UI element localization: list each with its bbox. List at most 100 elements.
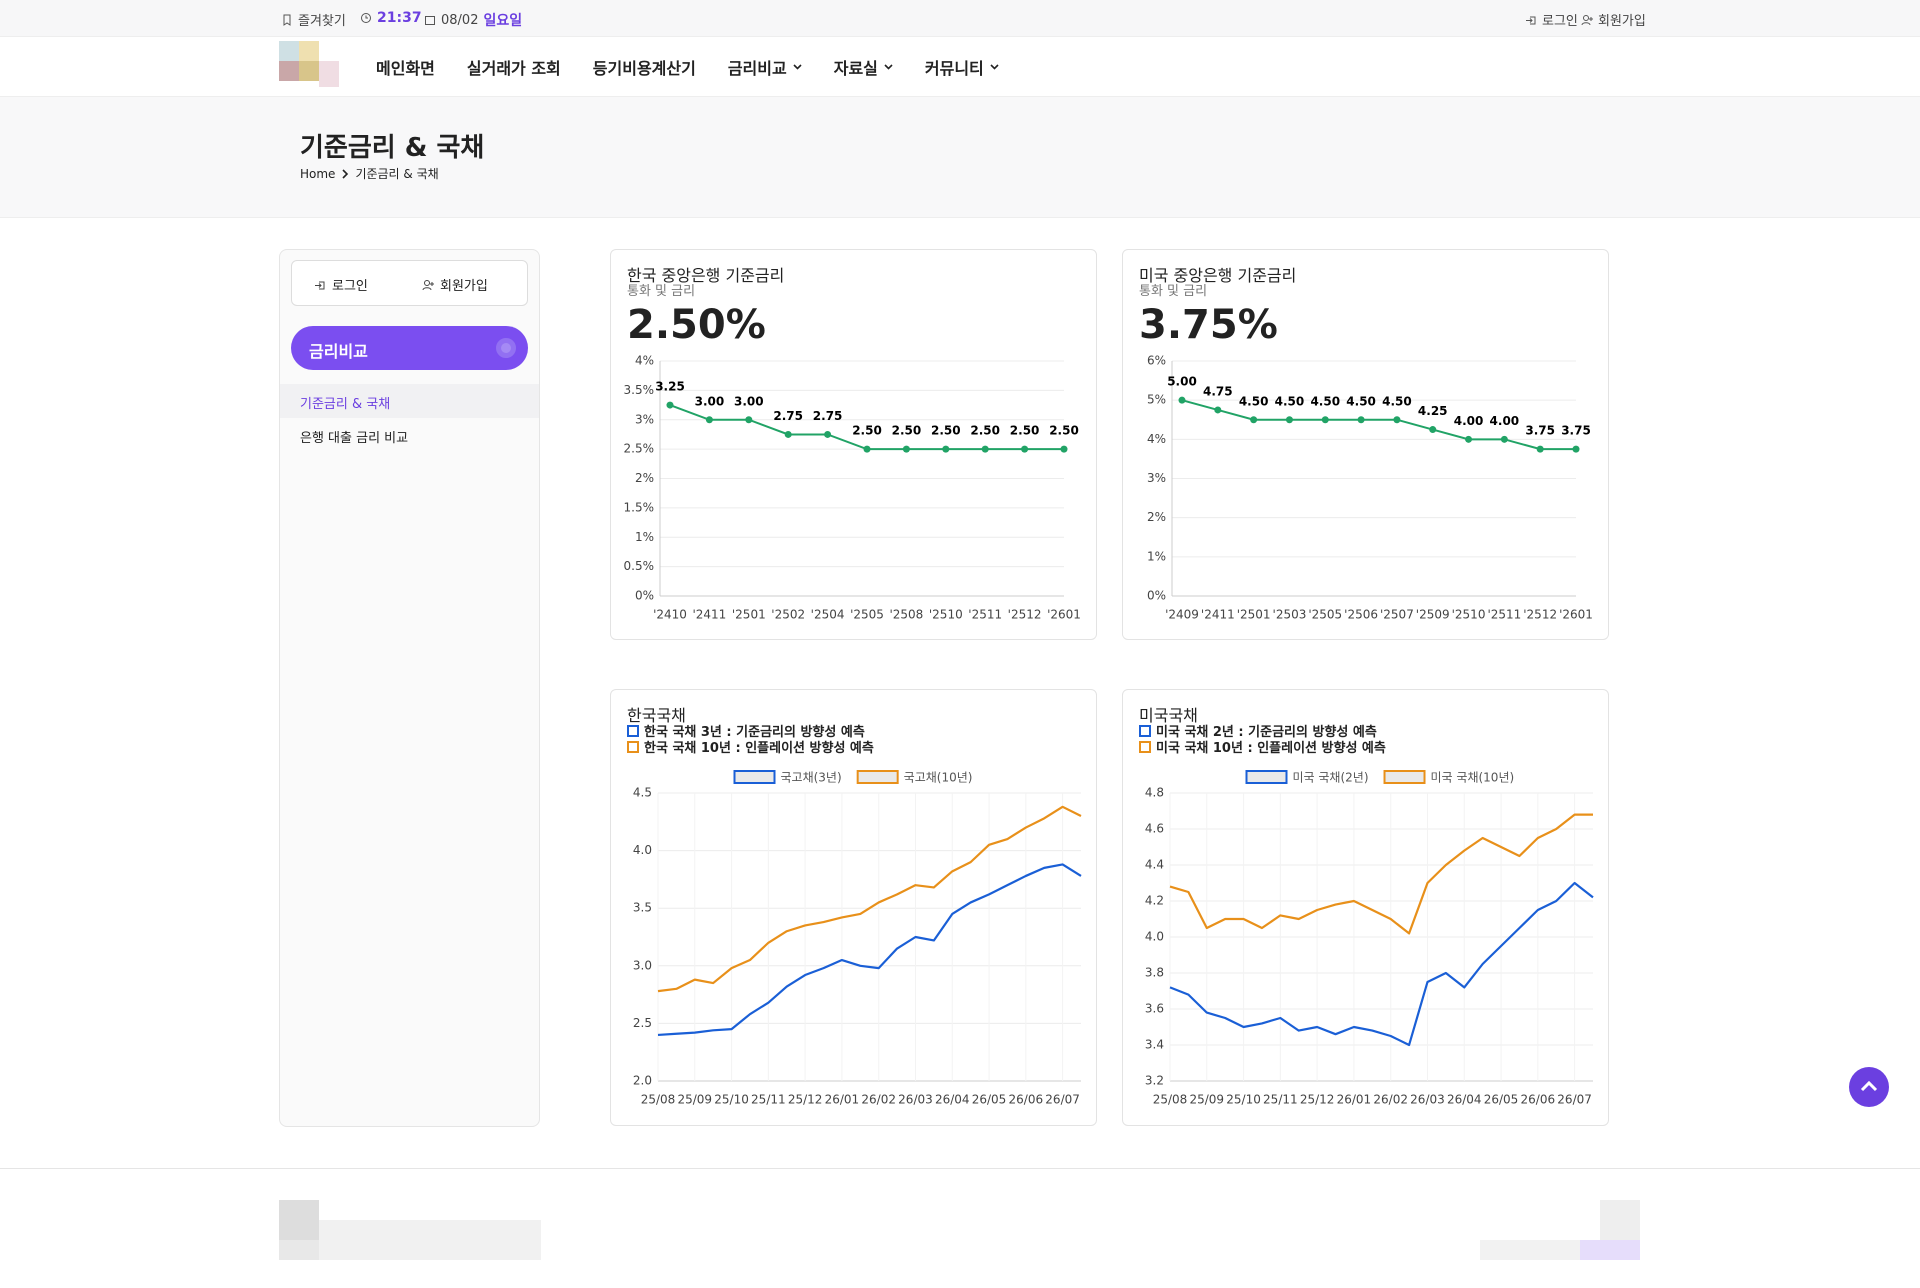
- crumb-arrow: [342, 168, 349, 179]
- chart-title: 미국 중앙은행 기준금리: [1139, 266, 1297, 285]
- side-link[interactable]: 은행 대출 금리 비교: [300, 431, 409, 446]
- page-title: 기준금리 & 국채: [300, 133, 485, 163]
- y-tick-label: 5%: [1147, 393, 1166, 407]
- clock: 21:37: [360, 10, 422, 26]
- weekday: 일요일: [483, 13, 523, 29]
- data-label: 2.50: [970, 424, 1000, 438]
- crumb-current: 기준금리 & 국채: [355, 167, 439, 181]
- legend-label: 미국 국채(10년): [1431, 771, 1515, 785]
- x-tick-label: 26/03: [898, 1093, 933, 1107]
- annotation: 미국 국채 10년 : 인플레이션 방향성 예측: [1139, 737, 1386, 756]
- x-tick-label: 26/07: [1045, 1093, 1080, 1107]
- logo[interactable]: [279, 41, 339, 87]
- nav-item[interactable]: 메인화면: [376, 55, 435, 79]
- rate-point: [1285, 416, 1293, 424]
- time: 21:37: [377, 10, 422, 26]
- nav-item[interactable]: 금리비교: [728, 55, 802, 79]
- data-label: 4.00: [1490, 414, 1520, 428]
- crumb-home[interactable]: Home: [300, 166, 336, 181]
- data-label: 4.00: [1454, 414, 1484, 428]
- annotation: 미국 국채 2년 : 기준금리의 방향성 예측: [1139, 721, 1377, 740]
- y-tick-label: 2%: [635, 471, 654, 485]
- legend-swatch: [1383, 770, 1426, 784]
- x-tick-label: 26/01: [825, 1093, 860, 1107]
- x-tick-label: 26/06: [1009, 1093, 1044, 1107]
- chart-card: 한국 중앙은행 기준금리 통화 및 금리 2.50% 0% 0.5% 1% 1.5% 2% 2.…: [610, 249, 1097, 640]
- x-tick-label: 25/12: [1300, 1093, 1335, 1107]
- rate-point: [1021, 445, 1029, 453]
- nav-item[interactable]: 실거래가 조회: [467, 55, 561, 79]
- annotation-marker: [627, 724, 639, 737]
- side-signup[interactable]: 회원가입: [422, 275, 488, 294]
- rate-point: [902, 445, 910, 453]
- rate-point: [1178, 396, 1186, 404]
- data-label: 4.50: [1382, 394, 1412, 408]
- side-login[interactable]: 로그인: [314, 275, 368, 294]
- rate-point: [1500, 435, 1508, 443]
- section-icon: [496, 338, 516, 358]
- x-tick-label: 25/09: [677, 1093, 712, 1107]
- headline-value: 2.50%: [627, 302, 766, 348]
- date-label: 08/02: [441, 12, 479, 28]
- section-button[interactable]: 금리비교: [291, 326, 528, 370]
- y-tick-label: 3%: [635, 412, 654, 426]
- x-tick-label: '2601: [1047, 608, 1081, 622]
- bookmark-label: 즐겨찾기: [298, 14, 346, 29]
- x-tick-label: '2510: [1452, 608, 1486, 622]
- footer-logo: [279, 1200, 541, 1260]
- data-label: 5.00: [1167, 375, 1197, 389]
- series-line: [657, 805, 1082, 993]
- nav-label: 메인화면: [376, 59, 435, 78]
- data-label: 2.50: [1049, 424, 1079, 438]
- data-label: 3.00: [695, 394, 725, 408]
- x-tick-label: '2601: [1559, 608, 1593, 622]
- nav-label: 금리비교: [727, 59, 787, 78]
- y-tick-label: 2%: [1147, 510, 1166, 524]
- y-tick-label: 3.5: [633, 901, 652, 915]
- calendar-icon: [425, 16, 435, 25]
- data-label: 4.50: [1239, 394, 1269, 408]
- side-link[interactable]: 기준금리 & 국채: [280, 384, 539, 418]
- nav-item[interactable]: 커뮤니티: [925, 55, 999, 79]
- section-label: 금리비교: [309, 342, 368, 361]
- y-tick-label: 4.4: [1145, 858, 1164, 872]
- x-tick-label: 25/09: [1189, 1093, 1224, 1107]
- nav-item[interactable]: 자료실: [834, 55, 893, 79]
- breadcrumb: Home 기준금리 & 국채: [300, 165, 439, 182]
- x-tick-label: 26/02: [861, 1093, 896, 1107]
- x-tick-label: '2501: [1237, 608, 1271, 622]
- legend-swatch: [856, 770, 899, 784]
- rate-point: [784, 430, 792, 438]
- data-label: 3.00: [734, 394, 764, 408]
- login-icon: [1526, 16, 1536, 24]
- data-label: 2.75: [773, 409, 803, 423]
- y-tick-label: 2.5%: [624, 442, 655, 456]
- y-tick-label: 4%: [635, 354, 654, 368]
- page-header: 기준금리 & 국채 Home 기준금리 & 국채: [0, 97, 1920, 218]
- top-bar: 즐겨찾기 21:37 08/02 일요일 로그인 회원가입: [0, 0, 1920, 37]
- rate-point: [1214, 406, 1222, 414]
- bookmark[interactable]: 즐겨찾기: [281, 10, 346, 29]
- nav-chevron: [884, 64, 893, 70]
- signup-link[interactable]: 회원가입: [1581, 10, 1646, 29]
- x-tick-label: '2512: [1008, 608, 1042, 622]
- login-link[interactable]: 로그인: [1525, 10, 1578, 29]
- x-tick-label: 25/11: [1263, 1093, 1298, 1107]
- scroll-top-button[interactable]: [1849, 1067, 1889, 1107]
- rate-point: [1465, 435, 1473, 443]
- y-tick-label: 1%: [635, 530, 654, 544]
- date: 08/02 일요일: [424, 10, 522, 30]
- y-tick-label: 4.2: [1145, 894, 1164, 908]
- chart-plot: 0%1%2%3%4%5%6%'2409'2411'2501'2503'2505 '…: [1147, 354, 1593, 622]
- x-tick-label: '2508: [889, 608, 923, 622]
- legend-swatch: [733, 770, 776, 784]
- nav-label: 실거래가 조회: [466, 59, 561, 78]
- y-tick-label: 3.2: [1145, 1074, 1164, 1088]
- y-tick-label: 4%: [1147, 432, 1166, 446]
- y-tick-label: 0%: [1147, 589, 1166, 603]
- nav-item[interactable]: 등기비용계산기: [593, 55, 696, 79]
- x-tick-label: '2509: [1416, 608, 1450, 622]
- y-tick-label: 2.0: [633, 1074, 652, 1088]
